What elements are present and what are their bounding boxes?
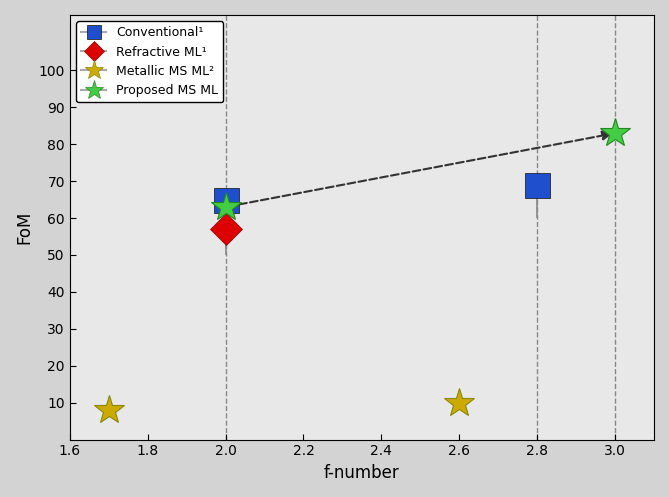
X-axis label: f-number: f-number [324,464,400,482]
Legend: Conventional¹, Refractive ML¹, Metallic MS ML², Proposed MS ML: Conventional¹, Refractive ML¹, Metallic … [76,21,223,102]
Y-axis label: FoM: FoM [15,211,33,244]
